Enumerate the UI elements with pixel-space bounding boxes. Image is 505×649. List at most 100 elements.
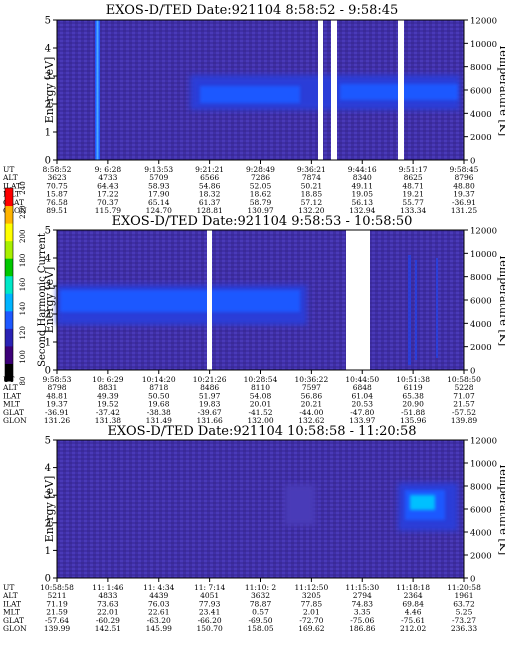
panel-3-cell: 2794 <box>353 591 372 600</box>
colorbar-segment <box>5 275 13 294</box>
colorbar-segment <box>5 328 13 347</box>
panel-3-ytick-label: 5 <box>45 436 51 447</box>
panel-2-ytick-label: 2 <box>45 310 51 321</box>
panel-1-cell: 19.37 <box>453 190 475 199</box>
panel-2-cell: 8486 <box>200 383 219 392</box>
panel-1-ytick-right-label: 4000 <box>470 110 492 120</box>
panel-1-cell: 56.13 <box>352 198 374 207</box>
panel-1-ytick-right-label: 12000 <box>470 17 497 27</box>
panel-1-cell: 8340 <box>353 173 372 182</box>
panel-1-title: EXOS-D/TED Date:921104 8:58:52 - 9:58:45 <box>106 3 399 18</box>
panel-2-cell: 10: 6:29 <box>92 375 124 384</box>
panel-3-cell: 71.19 <box>46 599 68 608</box>
panel-2-cell: 19.68 <box>148 400 170 409</box>
panel-2-row-label: GLAT <box>3 408 24 417</box>
panel-3-cell: 145.99 <box>146 624 172 633</box>
panel-1-cell: 17.90 <box>148 190 170 199</box>
panel-3-ytick-right-label: 4000 <box>470 529 492 539</box>
panel-3-cell: 142.51 <box>95 624 121 633</box>
panel-3-cell: 11:12:50 <box>295 583 329 592</box>
panel-3-cell: 186.86 <box>349 624 375 633</box>
panel-3-row-label: ILAT <box>3 599 21 608</box>
panel-1-cell: 58.79 <box>250 198 272 207</box>
panel-2-row-label: UT <box>3 375 14 384</box>
panel-3-cell: 2364 <box>404 591 423 600</box>
panel-1-cell: 70.75 <box>46 181 68 190</box>
panel-2-cell: -51.88 <box>401 408 425 417</box>
panel-2-cell: 19.37 <box>46 400 68 409</box>
panel-1-ytick-right-label: 8000 <box>470 63 492 73</box>
panel-1-cell: 9:13:53 <box>144 165 173 174</box>
panel-2-cell: 49.39 <box>97 391 119 400</box>
panel-3-title: EXOS-D/TED Date:921104 10:58:58 - 11:20:… <box>107 424 416 439</box>
panel-1-features <box>95 20 460 160</box>
panel-2-cell: -57.52 <box>452 408 476 417</box>
panel-1-ytick-label: 3 <box>45 72 51 83</box>
panel-3-cell: -73.27 <box>452 616 476 625</box>
panel-1-cell: 128.81 <box>197 206 223 215</box>
panel-2-cell: 131.49 <box>146 416 172 425</box>
panel-1-cell: 9:28:49 <box>246 165 275 174</box>
panel-1-cell: 9: 6:28 <box>95 165 122 174</box>
panel-2-ytick-label: 5 <box>45 226 51 237</box>
panel-3-cell: 236.33 <box>451 624 477 633</box>
panel-3-cell: 4.46 <box>405 608 422 617</box>
colorbar-tick-label: 140 <box>19 302 27 315</box>
panel-3-cell: -69.50 <box>248 616 272 625</box>
colorbar-tick-label: 160 <box>19 278 27 291</box>
panel-1-row-label: UT <box>3 165 14 174</box>
panel-3-cell: 78.87 <box>250 599 272 608</box>
panel-1-cell: 124.70 <box>146 206 172 215</box>
panel-1-ytick-right-label: 10000 <box>470 40 497 50</box>
panel-1-cell: -36.91 <box>452 198 476 207</box>
panel-2-ytick-right-label: 8000 <box>470 273 492 283</box>
panel-2-ytick-right-label: 4000 <box>470 320 492 330</box>
panel-1-cell: 50.21 <box>301 181 322 190</box>
panel-3-cell: 73.63 <box>97 599 119 608</box>
panel-2-row-label: ALT <box>2 383 18 392</box>
colorbar-segment <box>5 310 13 329</box>
panel-3-cell: 150.70 <box>197 624 223 633</box>
panel-3-ytick-label: 2 <box>45 518 51 529</box>
panel-2-cell: -38.38 <box>147 408 171 417</box>
panel-2-ytick-label: 3 <box>45 282 51 293</box>
panel-1-cell: 57.12 <box>301 198 323 207</box>
panel-1-ytick-label: 2 <box>45 100 51 111</box>
panel-2-cell: 71.07 <box>453 391 475 400</box>
panel-2-cell: 6848 <box>353 383 372 392</box>
panel-3-cell: -57.64 <box>45 616 69 625</box>
panel-3-cell: 3205 <box>302 591 321 600</box>
panel-2-cell: 54.08 <box>250 391 272 400</box>
panel-3-cell: 2.01 <box>303 608 320 617</box>
panel-2-cell: 56.86 <box>301 391 323 400</box>
panel-1-cell: 8625 <box>404 173 423 182</box>
panel-1: EXOS-D/TED Date:921104 8:58:52 - 9:58:45… <box>2 3 505 215</box>
panel-2-cell: -41.52 <box>248 408 272 417</box>
panel-2-cell: -44.00 <box>299 408 323 417</box>
panel-1-cell: 5709 <box>149 173 168 182</box>
colorbar-segment <box>5 258 13 277</box>
panel-1-cell: 132.94 <box>349 206 375 215</box>
panel-2-cell: 51.97 <box>199 391 221 400</box>
panel-2-ytick-right-label: 2000 <box>470 343 492 353</box>
colorbar-segment <box>5 223 13 242</box>
panel-2-title: EXOS-D/TED Date:921104 9:58:53 - 10:58:5… <box>112 214 413 229</box>
panel-2-cell: 10:14:20 <box>142 375 176 384</box>
panel-3-cell: 22.01 <box>97 608 118 617</box>
panel-1-ytick-right-label: 6000 <box>470 87 492 97</box>
colorbar-segment <box>5 188 13 207</box>
panel-3-ytick-right-label: 0 <box>470 575 475 585</box>
colorbar-tick-label: 200 <box>19 230 27 243</box>
panel-1-ytick-label: 0 <box>45 156 51 167</box>
panel-1-ylabel-right: Temperature [K] <box>497 44 505 136</box>
panel-2-cell: 131.66 <box>197 416 223 425</box>
panel-2-ytick-right-label: 6000 <box>470 297 492 307</box>
panel-1-ytick-label: 5 <box>45 16 51 27</box>
panel-3-ytick-right-label: 12000 <box>470 437 497 447</box>
panel-3-ytick-label: 1 <box>45 546 51 557</box>
panel-3-cell: 3632 <box>251 591 270 600</box>
panel-3-cell: -72.70 <box>299 616 323 625</box>
panel-2-cell: 10:44:50 <box>345 375 379 384</box>
colorbar-tick-label: 240 <box>19 181 27 194</box>
panel-1-ytick-right-label: 0 <box>470 157 475 167</box>
